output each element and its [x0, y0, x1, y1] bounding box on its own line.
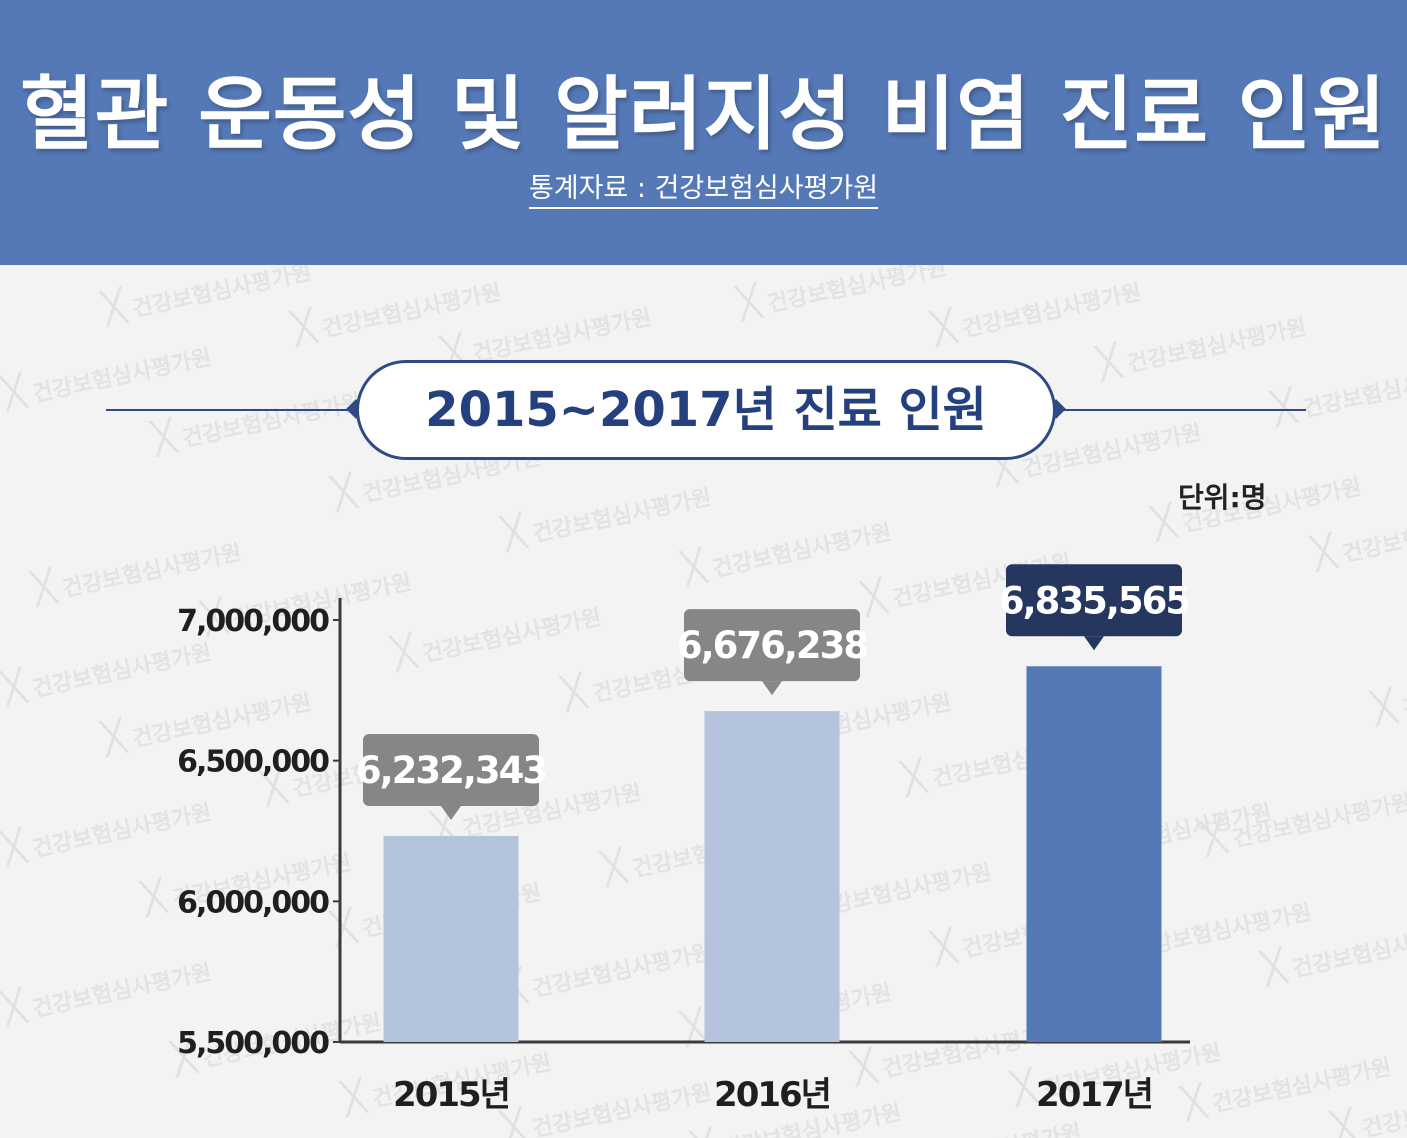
source-note: 통계자료 : 건강보험심사평가원 [0, 166, 1407, 209]
value-label-box [363, 733, 539, 806]
x-tick-label: 2016년 [714, 1075, 830, 1115]
data-label: 6,676,238 [677, 624, 868, 667]
value-label-pointer [762, 681, 782, 696]
value-label-pointer [441, 805, 461, 820]
x-tick-label: 2017년 [1036, 1075, 1152, 1115]
y-tick-label: 7,000,000 [177, 604, 329, 639]
source-text: 통계자료 : 건강보험심사평가원 [528, 173, 879, 209]
x-tick-label: 2015년 [393, 1075, 509, 1115]
value-label-pointer [1084, 636, 1104, 651]
bar [704, 711, 840, 1042]
header-banner: 혈관 운동성 및 알러지성 비염 진료 인원 통계자료 : 건강보험심사평가원 [0, 0, 1407, 265]
y-tick-label: 6,000,000 [177, 885, 329, 920]
y-tick-label: 5,500,000 [177, 1026, 329, 1061]
chart-title: 2015~2017년 진료 인원 [356, 360, 1056, 460]
unit-label: 단위:명 [1178, 481, 1267, 514]
value-label-box [684, 609, 860, 682]
bar [1026, 666, 1162, 1042]
page-title: 혈관 운동성 및 알러지성 비염 진료 인원 [20, 68, 1387, 161]
data-label: 6,232,343 [356, 749, 546, 792]
bar [383, 835, 519, 1042]
data-label: 6,835,565 [999, 579, 1190, 622]
value-label-box [1006, 564, 1182, 637]
y-tick-label: 6,500,000 [177, 745, 329, 780]
subtitle-rule-left [106, 409, 358, 411]
subtitle-rule-right [1054, 409, 1306, 411]
